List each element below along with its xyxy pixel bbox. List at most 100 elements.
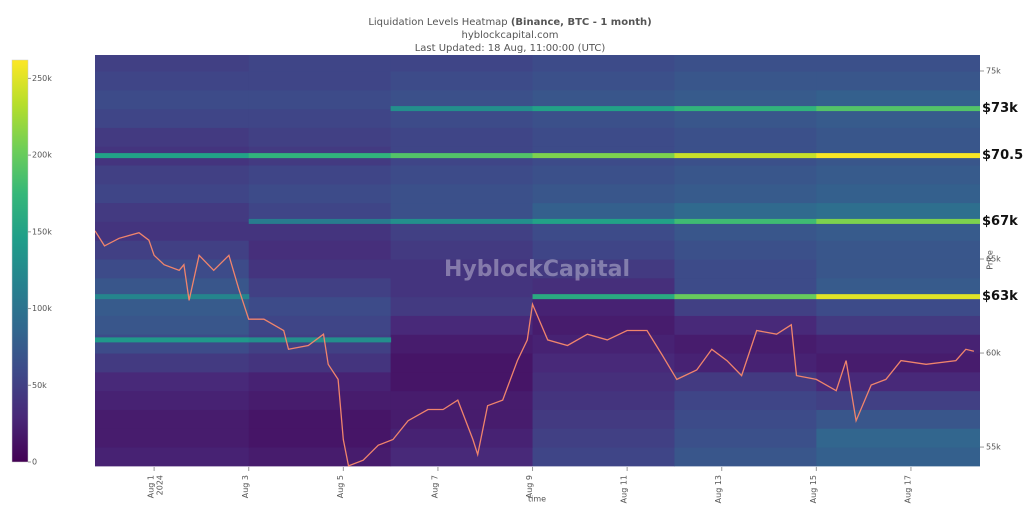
heat-cell <box>816 315 980 335</box>
heat-cell <box>532 127 675 147</box>
liquidation-level <box>95 153 250 159</box>
x-year-label: 2024 <box>156 475 165 495</box>
heat-cell <box>674 334 817 354</box>
x-tick-label: Aug 11 <box>620 475 629 503</box>
heat-cell <box>532 165 675 185</box>
heat-cell <box>532 371 675 392</box>
heat-cell <box>248 127 392 147</box>
heat-cell <box>816 108 980 128</box>
chart-title: Liquidation Levels Heatmap (Binance, BTC… <box>368 17 651 28</box>
heat-cell <box>532 221 675 241</box>
heat-cell <box>390 202 534 222</box>
heat-cell <box>390 108 534 128</box>
heat-cell <box>390 390 534 410</box>
heat-cell <box>390 221 534 241</box>
y-tick-label: 55k <box>986 443 1001 452</box>
price-annotation: $67k <box>982 214 1018 229</box>
x-tick-label: Aug 9 <box>525 475 534 498</box>
heat-cell <box>674 183 817 204</box>
heat-cell <box>816 447 980 467</box>
heat-cell <box>390 55 534 72</box>
y-axis-label: Price <box>986 250 995 270</box>
heat-cell <box>390 296 534 316</box>
heat-cell <box>816 221 980 241</box>
heat-cell <box>532 202 675 222</box>
price-line <box>95 230 975 467</box>
liquidation-level <box>390 218 534 224</box>
heat-cell <box>390 277 534 298</box>
liquidation-level <box>674 218 817 224</box>
heat-cell <box>674 108 817 128</box>
heat-cell <box>95 277 250 298</box>
heat-cell <box>390 70 534 91</box>
heat-cell <box>390 259 534 279</box>
heat-cell <box>674 89 817 110</box>
heat-cell <box>816 371 980 392</box>
x-tick-label: Aug 3 <box>241 475 250 498</box>
heat-cell <box>390 353 534 373</box>
x-tick-label: Aug 7 <box>430 475 439 498</box>
heat-cell <box>674 409 817 429</box>
heat-cell <box>674 240 817 260</box>
heat-cell <box>95 55 250 72</box>
heat-cell <box>248 202 392 222</box>
liquidation-level <box>248 153 392 159</box>
x-tick-label: Aug 15 <box>809 475 818 503</box>
heat-cell <box>674 390 817 410</box>
colorbar-tick-label: 100k <box>32 304 52 313</box>
heat-cell <box>95 409 250 429</box>
heat-cell <box>390 127 534 147</box>
heat-cell <box>532 390 675 410</box>
colorbar-tick-label: 0 <box>32 458 37 467</box>
heat-cell <box>248 371 392 392</box>
liquidation-level <box>248 218 392 224</box>
heat-cell <box>816 202 980 222</box>
heat-cell <box>816 55 980 72</box>
heat-cell <box>816 70 980 91</box>
heat-cell <box>95 259 250 279</box>
heat-cell <box>95 165 250 185</box>
heat-cell <box>816 390 980 410</box>
liquidation-level <box>248 337 392 343</box>
heat-cell <box>248 409 392 429</box>
heat-cell <box>674 127 817 147</box>
heat-cell <box>95 240 250 260</box>
heat-cell <box>816 259 980 279</box>
heat-cell <box>248 165 392 185</box>
y-tick-label: 75k <box>986 66 1001 75</box>
heat-cell <box>816 277 980 298</box>
heat-cell <box>674 371 817 392</box>
heat-cell <box>674 165 817 185</box>
heat-cell <box>390 89 534 110</box>
heat-cell <box>674 428 817 448</box>
heat-cell <box>248 183 392 204</box>
heat-cell <box>95 70 250 91</box>
heat-cell <box>95 296 250 316</box>
x-tick-label: Aug 1 <box>147 475 156 498</box>
x-tick-label: Aug 17 <box>903 475 912 503</box>
price-annotation: $63k <box>982 289 1018 304</box>
heat-cell <box>674 259 817 279</box>
heat-cell <box>816 428 980 448</box>
updated: Last Updated: 18 Aug, 11:00:00 (UTC) <box>415 43 606 54</box>
y-tick-label: 65k <box>986 255 1001 264</box>
heat-cell <box>248 108 392 128</box>
watermark: HyblockCapital <box>444 257 630 282</box>
heat-cell <box>816 296 980 316</box>
heat-cell <box>816 334 980 354</box>
liquidation-level <box>390 106 534 112</box>
heat-cell <box>816 353 980 373</box>
heat-cell <box>95 390 250 410</box>
price-annotation: $70.5k <box>982 148 1024 163</box>
heat-cell <box>248 70 392 91</box>
heat-cell <box>248 277 392 298</box>
x-tick-label: Aug 13 <box>714 475 723 503</box>
heat-cell <box>816 183 980 204</box>
subtitle: hyblockcapital.com <box>462 30 559 41</box>
liquidation-level <box>816 106 980 112</box>
colorbar-tick-label: 200k <box>32 151 52 160</box>
heat-cell <box>95 353 250 373</box>
heat-cell <box>95 428 250 448</box>
heat-cell <box>532 240 675 260</box>
